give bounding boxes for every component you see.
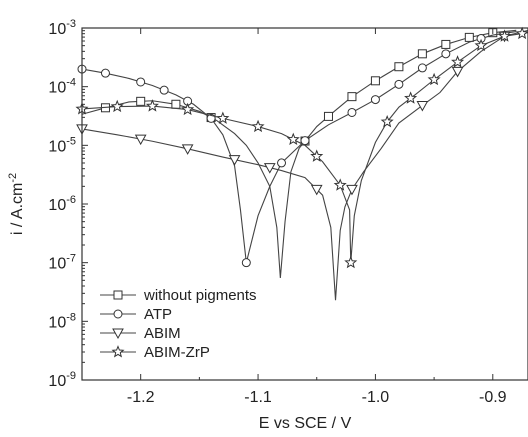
x-tick-label: -1.0 <box>362 389 390 406</box>
star-marker <box>380 115 394 128</box>
y-tick-base: 10 <box>48 373 66 390</box>
x-tick-label: -0.9 <box>479 389 507 406</box>
y-tick-label: 10-4 <box>48 77 76 97</box>
triangle-marker <box>416 100 429 112</box>
star-marker <box>515 26 528 40</box>
circle-marker <box>441 49 451 59</box>
star-marker <box>474 38 488 52</box>
circle-marker <box>100 68 110 78</box>
y-tick-label: 10-9 <box>48 370 76 390</box>
y-axis-title-main: i / A.cm <box>9 183 26 235</box>
legend: without pigments ATP ABIM ABIM-ZrP <box>100 287 257 361</box>
square-marker <box>113 290 123 300</box>
legend-label: ABIM <box>144 325 181 342</box>
square-marker <box>323 111 333 121</box>
y-tick-base: 10 <box>48 138 66 155</box>
square-marker <box>370 76 380 86</box>
circle-marker <box>300 136 310 146</box>
square-marker <box>417 49 427 59</box>
triangle-marker <box>263 163 276 174</box>
y-axis: 10-910-810-710-610-510-410-3 <box>48 18 88 390</box>
y-tick-exp: -5 <box>66 135 76 147</box>
legend-entry: without pigments <box>100 287 257 304</box>
star-marker <box>451 55 465 68</box>
star-marker <box>181 102 195 116</box>
star-marker <box>310 149 324 162</box>
star-marker <box>344 255 358 269</box>
circle-marker <box>136 77 146 87</box>
legend-entry: ABIM <box>100 325 181 342</box>
y-tick-label: 10-5 <box>48 135 76 155</box>
y-tick-base: 10 <box>48 256 66 273</box>
triangle-marker <box>346 184 358 196</box>
square-marker <box>171 99 181 109</box>
circle-marker <box>241 258 251 268</box>
circle-marker <box>113 309 123 319</box>
legend-label: ABIM-ZrP <box>144 344 210 361</box>
legend-entry: ABIM-ZrP <box>100 344 210 361</box>
star-marker <box>145 99 159 112</box>
svg-text:i / A.cm-2: i / A.cm-2 <box>7 173 26 235</box>
circle-marker <box>417 63 427 73</box>
star-marker <box>286 132 300 146</box>
triangle-marker <box>181 144 194 155</box>
legend-label: ATP <box>144 306 172 323</box>
y-tick-base: 10 <box>48 80 66 97</box>
square-marker <box>394 62 404 72</box>
series-line <box>81 29 528 301</box>
y-tick-label: 10-3 <box>48 18 76 38</box>
y-tick-exp: -9 <box>66 370 76 382</box>
triangle-marker <box>228 155 241 166</box>
y-tick-label: 10-7 <box>48 253 76 273</box>
star-marker <box>216 111 230 124</box>
square-marker <box>136 96 146 106</box>
y-axis-title-sup: -2 <box>7 173 19 183</box>
series-layer <box>75 26 528 301</box>
legend-label: without pigments <box>143 287 257 304</box>
circle-marker <box>394 79 404 89</box>
square-marker <box>441 39 451 49</box>
triangle-marker <box>112 328 124 340</box>
y-tick-exp: -6 <box>66 194 76 206</box>
circle-marker <box>370 95 380 105</box>
circle-marker <box>159 85 169 95</box>
y-tick-label: 10-6 <box>48 194 76 214</box>
legend-entry: ATP <box>100 306 172 323</box>
y-tick-exp: -8 <box>66 311 76 323</box>
circle-marker <box>277 158 287 168</box>
square-marker <box>347 92 357 102</box>
y-axis-title: i / A.cm-2 <box>7 173 26 235</box>
y-tick-exp: -4 <box>66 77 76 89</box>
star-marker <box>110 99 124 113</box>
star-marker <box>333 178 347 191</box>
circle-marker <box>347 107 357 117</box>
star-marker <box>251 119 265 133</box>
star-marker <box>111 345 125 358</box>
triangle-marker <box>451 66 464 78</box>
x-axis: -1.2 -1.1 -1.0 -0.9 <box>127 28 507 406</box>
x-tick-label: -1.1 <box>244 389 272 406</box>
star-marker <box>498 29 512 42</box>
x-axis-title: E vs SCE / V <box>259 415 352 432</box>
triangle-marker <box>310 184 323 196</box>
triangle-marker <box>134 134 147 146</box>
series-star <box>75 26 528 269</box>
series-circle <box>77 30 517 268</box>
y-tick-label: 10-8 <box>48 311 76 331</box>
y-tick-exp: -3 <box>66 18 76 30</box>
star-marker <box>404 91 418 104</box>
series-line <box>81 30 517 263</box>
square-marker <box>464 32 474 42</box>
y-tick-base: 10 <box>48 314 66 331</box>
y-tick-base: 10 <box>48 21 66 38</box>
x-tick-label: -1.2 <box>127 389 155 406</box>
star-marker <box>427 72 441 86</box>
y-tick-exp: -7 <box>66 253 76 265</box>
y-tick-base: 10 <box>48 197 66 214</box>
